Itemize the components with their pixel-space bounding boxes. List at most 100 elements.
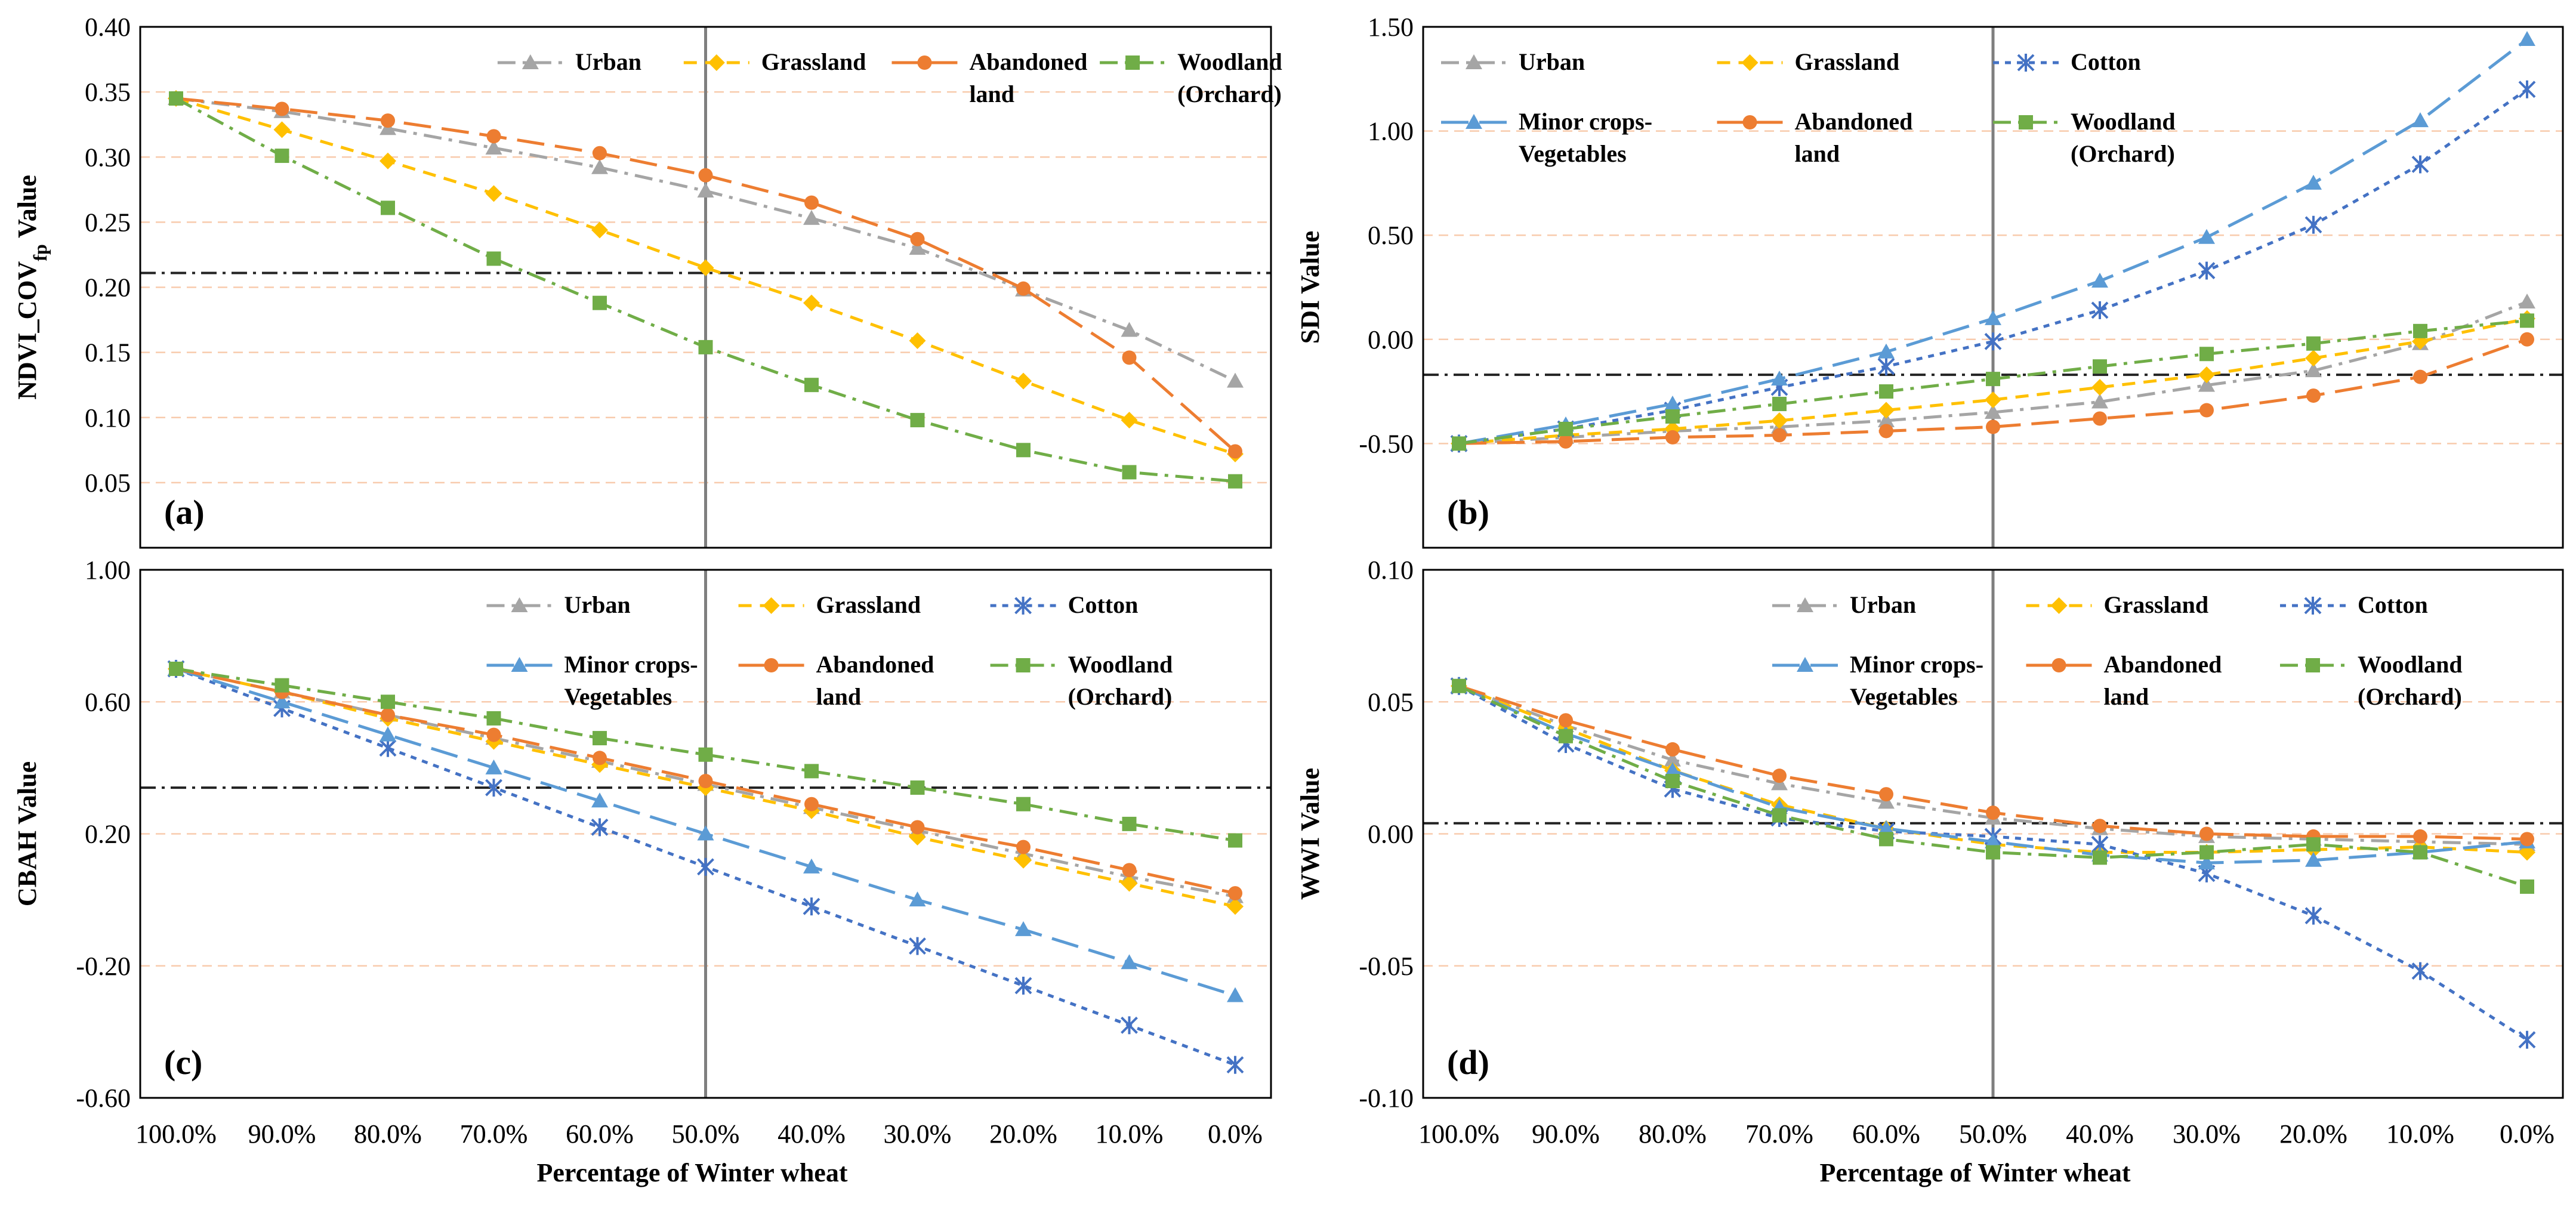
data-point xyxy=(2411,155,2429,174)
legend-marker xyxy=(2306,658,2320,672)
data-point xyxy=(2093,411,2107,426)
legend: Urban Grassland Abandoned land Woodland (Orch… xyxy=(497,48,1282,107)
legend-marker xyxy=(1016,658,1031,672)
data-point xyxy=(1986,372,2000,387)
series-line xyxy=(1458,317,2528,445)
data-point xyxy=(2304,215,2322,234)
data-point xyxy=(2305,174,2322,190)
data-point xyxy=(804,378,819,393)
y-tick-label: 1.50 xyxy=(1368,13,1414,42)
panel-frame xyxy=(139,26,1272,549)
data-point xyxy=(2306,388,2321,403)
data-point xyxy=(2518,80,2536,98)
legend-marker xyxy=(2019,115,2033,129)
data-point xyxy=(593,751,607,766)
data-point xyxy=(1228,444,1242,459)
data-point xyxy=(1985,404,2001,419)
data-point xyxy=(1879,384,1893,399)
panel-frame xyxy=(1422,26,2564,549)
y-axis-title-suffix: Value xyxy=(13,175,42,244)
x-tick-label: 0.0% xyxy=(1208,1119,1263,1149)
y-axis-title: WWI Value xyxy=(1295,768,1325,900)
data-point xyxy=(803,858,820,874)
x-tick-label: 10.0% xyxy=(1096,1119,1164,1149)
data-point xyxy=(1664,751,1681,767)
data-point xyxy=(910,820,925,835)
x-tick-label: 80.0% xyxy=(354,1119,422,1149)
legend-label: (Orchard) xyxy=(2358,683,2462,710)
data-point xyxy=(2305,350,2322,367)
data-point xyxy=(1772,428,1787,443)
legend-label: Cotton xyxy=(1068,591,1139,618)
data-point xyxy=(485,185,502,202)
x-tick-label: 90.0% xyxy=(1532,1119,1600,1149)
data-point xyxy=(2198,229,2215,244)
data-point xyxy=(1771,371,1788,386)
x-tick-label: 60.0% xyxy=(566,1119,634,1149)
data-point xyxy=(1122,465,1137,480)
data-point xyxy=(1016,797,1031,811)
x-tick-label: 50.0% xyxy=(672,1119,740,1149)
y-tick-label: 0.05 xyxy=(85,468,131,498)
data-point xyxy=(697,259,714,276)
x-tick-label: 40.0% xyxy=(778,1119,846,1149)
data-point xyxy=(2198,376,2215,392)
x-tick-label: 20.0% xyxy=(989,1119,1057,1149)
x-tick-label: 10.0% xyxy=(2386,1119,2454,1149)
x-tick-label: 20.0% xyxy=(989,1119,1057,1149)
y-tick-label: 0.20 xyxy=(85,820,131,849)
x-tick-label: 30.0% xyxy=(884,1119,952,1149)
data-point xyxy=(1665,774,1680,788)
data-point xyxy=(1227,987,1244,1002)
series-woodland xyxy=(169,661,1242,848)
data-point xyxy=(379,739,397,757)
data-point xyxy=(169,91,183,106)
data-point xyxy=(1452,678,1466,693)
data-point xyxy=(381,200,395,215)
data-point xyxy=(1015,851,1032,869)
legend-label: Vegetables xyxy=(564,683,672,710)
x-tick-label: 30.0% xyxy=(884,1119,952,1149)
data-point xyxy=(593,295,607,310)
y-tick-label: 0.05 xyxy=(1368,687,1414,717)
x-tick-label: 80.0% xyxy=(1639,1119,1707,1149)
x-tick-label: 30.0% xyxy=(2173,1119,2241,1149)
x-tick-label: 50.0% xyxy=(672,1119,740,1149)
legend-label: land xyxy=(2104,683,2149,710)
x-tick-label: 100.0% xyxy=(135,1119,217,1149)
data-point xyxy=(485,779,502,797)
data-point xyxy=(1986,845,2000,860)
panel-frame xyxy=(139,569,1272,1099)
legend-label: Minor crops- xyxy=(1519,108,1652,135)
data-point xyxy=(2305,362,2322,378)
legend-label: land xyxy=(969,81,1014,107)
legend-label: Grassland xyxy=(761,48,866,75)
legend-marker xyxy=(511,597,528,612)
series-line xyxy=(1458,88,2528,445)
legend-marker xyxy=(708,54,725,71)
data-point xyxy=(697,857,714,876)
y-tick-label: -0.10 xyxy=(1359,1084,1414,1113)
data-point xyxy=(2198,261,2216,280)
x-axis-title-left: Percentage of Winter wheat xyxy=(537,1158,848,1187)
data-point xyxy=(1122,350,1137,365)
legend-label: Abandoned xyxy=(969,48,1087,75)
data-point xyxy=(169,661,183,676)
series-woodland xyxy=(169,91,1242,489)
y-tick-label: 0.35 xyxy=(85,78,131,107)
series-line xyxy=(175,97,1236,456)
x-tick-label: 0.0% xyxy=(1208,1119,1263,1149)
data-point xyxy=(2520,832,2534,847)
data-point xyxy=(1664,762,1681,777)
data-point xyxy=(1016,443,1031,458)
data-point xyxy=(698,168,713,183)
data-point xyxy=(1016,281,1031,296)
data-point xyxy=(804,764,819,779)
panel-label: (d) xyxy=(1447,1043,1489,1082)
y-tick-label: 0.10 xyxy=(1368,555,1414,585)
legend-marker xyxy=(2051,658,2066,672)
legend-marker xyxy=(763,597,780,614)
legend-marker xyxy=(522,54,539,69)
data-point xyxy=(1664,396,1681,411)
